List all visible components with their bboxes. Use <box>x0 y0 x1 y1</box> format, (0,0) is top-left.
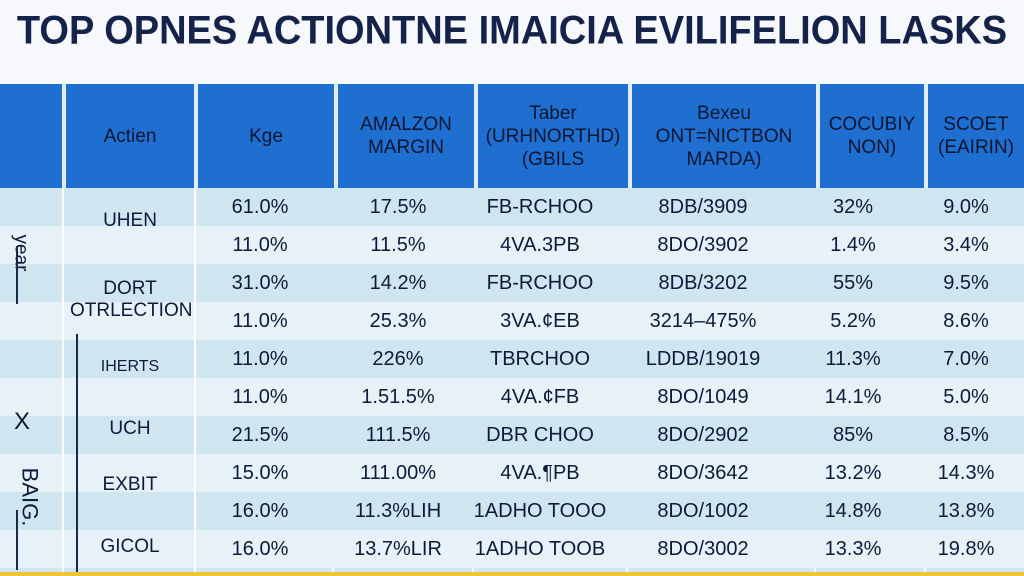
cell-scoet: 3.4% <box>943 233 989 256</box>
table-row: 21.5% 111.5% DBR CHOO 8DO/2902 85% 8.5% <box>196 416 1024 454</box>
data-table: Actien Kge AMALZON MARGIN Taber (URHNORT… <box>0 84 1024 576</box>
cell-cocubiy: 14.8% <box>824 499 882 522</box>
group-uch: UCH <box>109 418 151 439</box>
group-gicol: GICOL <box>100 536 160 557</box>
header-bexeu: Bexeu ONT=NICTBON MARDA) <box>632 84 816 188</box>
table-row: 15.0% 111.00% 4VA.¶PB 8DO/3642 13.2% 14.… <box>196 454 1024 492</box>
table-row: 16.0% 11.3%LIH 1ADHO TOOO 8DO/1002 14.8%… <box>196 492 1024 530</box>
cell-amazon-margin: 111.00% <box>360 461 436 484</box>
cell-bexeu: 8DO/1002 <box>657 499 749 522</box>
group-ihrts: IHERTS <box>100 358 160 375</box>
table-row: 61.0% 17.5% FB-RCHOO 8DB/3909 32% 9.0% <box>196 188 1024 226</box>
cell-scoet: 5.0% <box>943 385 989 408</box>
cell-amazon-margin: 17.5% <box>369 195 427 218</box>
cell-bexeu: LDDB/19019 <box>645 347 761 370</box>
cell-bexeu: 8DO/3642 <box>657 461 749 484</box>
cell-bexeu: 8DO/3902 <box>657 233 749 256</box>
row-group-labels: UHEN DORT OTRLECTION IHERTS UCH EXBIT GI… <box>0 188 196 576</box>
cell-kge: 11.0% <box>232 347 288 370</box>
table-row: 11.0% 226% TBRCHOO LDDB/19019 11.3% 7.0% <box>196 340 1024 378</box>
table-row: 11.0% 25.3% 3VA.¢EB 3214–475% 5.2% 8.6% <box>196 302 1024 340</box>
cell-taber: TBRCHOO <box>490 347 590 370</box>
group-dort: DORT OTRLECTION <box>70 278 193 321</box>
cell-amazon-margin: 111.5% <box>365 423 431 446</box>
cell-cocubiy: 85% <box>832 423 874 446</box>
cell-taber: FB-RCHOO <box>486 195 594 218</box>
cell-amazon-margin: 11.5% <box>370 233 426 256</box>
cell-bexeu: 3214–475% <box>649 309 757 332</box>
header-cocubiy: COCUBIY NON) <box>820 84 924 188</box>
header-action: Actien <box>66 84 194 188</box>
header-amazon-margin: AMALZON MARGIN <box>338 84 474 188</box>
cell-cocubiy: 13.3% <box>824 537 882 560</box>
cell-taber: DBR CHOO <box>486 423 594 446</box>
cell-cocubiy: 11.3% <box>825 347 881 370</box>
cell-amazon-margin: 13.7%LIR <box>354 537 442 560</box>
cell-kge: 11.0% <box>232 309 288 332</box>
cell-taber: FB-RCHOO <box>486 271 594 294</box>
cell-taber: 1ADHO TOOB <box>474 537 606 560</box>
header-kge: Kge <box>198 84 334 188</box>
cell-scoet: 9.0% <box>943 195 989 218</box>
cell-taber: 4VA.3PB <box>500 233 580 256</box>
cell-scoet: 8.6% <box>943 309 989 332</box>
cell-kge: 16.0% <box>231 537 289 560</box>
cell-scoet: 9.5% <box>943 271 989 294</box>
cell-taber: 3VA.¢EB <box>500 309 580 332</box>
cell-cocubiy: 55% <box>832 271 874 294</box>
cell-bexeu: 8DB/3202 <box>658 271 748 294</box>
cell-kge: 61.0% <box>231 195 289 218</box>
table-row: 11.0% 1.51.5% 4VA.¢FB 8DO/1049 14.1% 5.0… <box>196 378 1024 416</box>
cell-bexeu: 8DB/3909 <box>658 195 748 218</box>
cell-amazon-margin: 25.3% <box>369 309 427 332</box>
cell-cocubiy: 1.4% <box>830 233 876 256</box>
table-row: 11.0% 11.5% 4VA.3PB 8DO/3902 1.4% 3.4% <box>196 226 1024 264</box>
cell-scoet: 8.5% <box>943 423 989 446</box>
cell-cocubiy: 14.1% <box>824 385 882 408</box>
side-label-bag: BAIG. <box>17 467 43 527</box>
cell-kge: 15.0% <box>231 461 289 484</box>
side-label-x: X <box>14 408 31 435</box>
table-row: 31.0% 14.2% FB-RCHOO 8DB/3202 55% 9.5% <box>196 264 1024 302</box>
cell-bexeu: 8DO/3002 <box>657 537 749 560</box>
cell-amazon-margin: 1.51.5% <box>361 385 435 408</box>
bottom-accent-bar <box>0 572 1024 576</box>
page-title: TOP OPNES ACTIONTNE IMAICIA EVILIFELION … <box>16 8 1008 54</box>
cell-kge: 31.0% <box>231 271 289 294</box>
cell-bexeu: 8DO/2902 <box>657 423 749 446</box>
cell-scoet: 7.0% <box>943 347 989 370</box>
table-body: 61.0% 17.5% FB-RCHOO 8DB/3909 32% 9.0% 1… <box>196 188 1024 568</box>
cell-amazon-margin: 14.2% <box>369 271 427 294</box>
cell-taber: 4VA.¶PB <box>500 461 580 484</box>
cell-amazon-margin: 11.3%LIH <box>354 499 442 522</box>
cell-bexeu: 8DO/1049 <box>657 385 749 408</box>
cell-cocubiy: 5.2% <box>830 309 876 332</box>
cell-kge: 11.0% <box>232 385 288 408</box>
cell-cocubiy: 13.2% <box>824 461 882 484</box>
cell-amazon-margin: 226% <box>372 347 424 370</box>
cell-taber: 4VA.¢FB <box>500 385 580 408</box>
cell-kge: 21.5% <box>231 423 289 446</box>
cell-scoet: 19.8% <box>937 537 995 560</box>
table-row: 16.0% 13.7%LIR 1ADHO TOOB 8DO/3002 13.3%… <box>196 530 1024 568</box>
cell-kge: 11.0% <box>232 233 288 256</box>
cell-scoet: 13.8% <box>937 499 995 522</box>
cell-kge: 16.0% <box>231 499 289 522</box>
cell-scoet: 14.3% <box>937 461 995 484</box>
group-exbit: EXBIT <box>102 474 158 495</box>
table-header: Actien Kge AMALZON MARGIN Taber (URHNORT… <box>0 84 1024 188</box>
group-uhen: UHEN <box>103 210 157 231</box>
header-spacer <box>0 84 62 188</box>
header-scoet: SCOET (EAIRIN) <box>928 84 1024 188</box>
cell-taber: 1ADHO TOOO <box>473 499 607 522</box>
header-taber: Taber (URHNORTHD) (GBILS <box>478 84 628 188</box>
cell-cocubiy: 32% <box>832 195 874 218</box>
side-label-year: year <box>10 234 32 272</box>
